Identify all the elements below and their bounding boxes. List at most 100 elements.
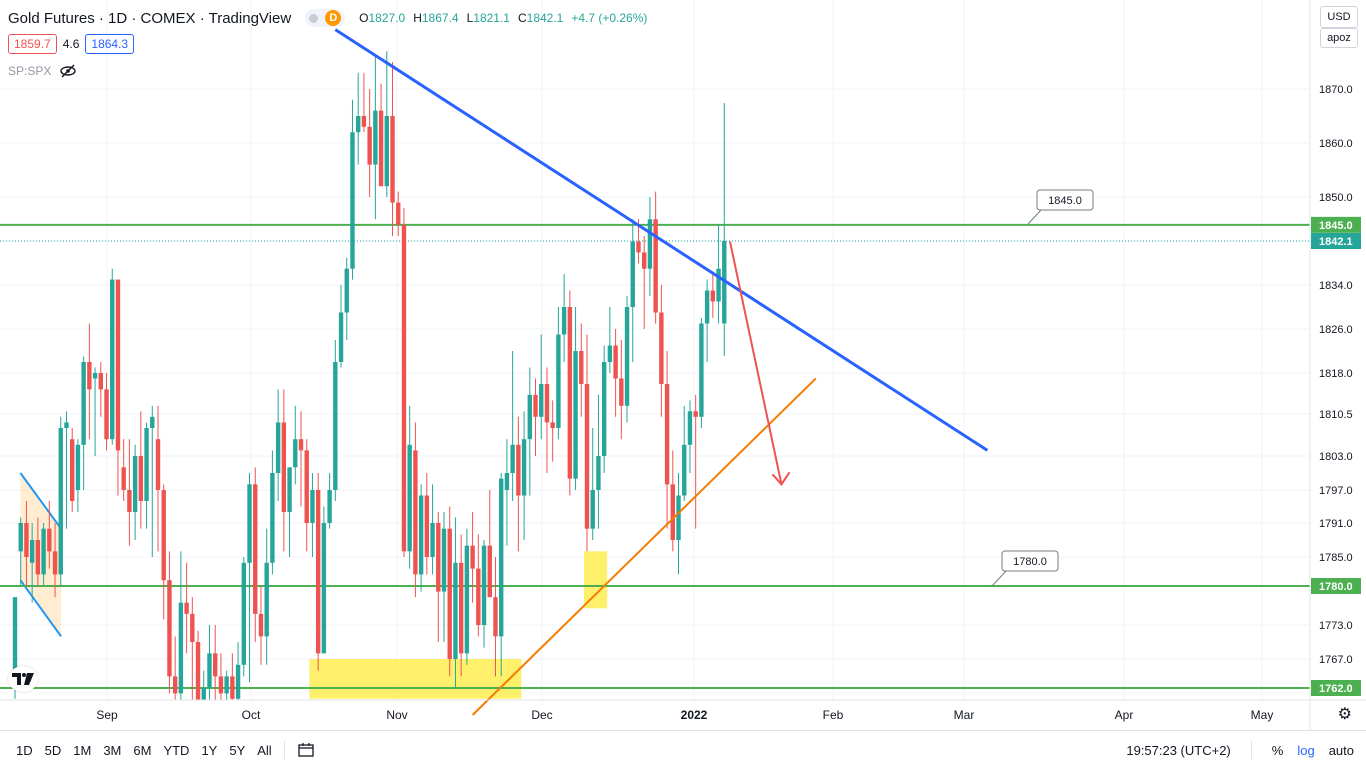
range-button-6m[interactable]: 6M	[133, 742, 152, 758]
candle-body	[590, 490, 595, 529]
candle-body	[458, 562, 464, 654]
candle-body	[184, 602, 189, 614]
market-status: D	[305, 9, 346, 27]
price-tick-label: 1791.0	[1319, 518, 1353, 530]
candle-body	[18, 523, 23, 552]
candle-body	[636, 241, 641, 253]
log-toggle[interactable]: log	[1297, 742, 1315, 758]
candle-body	[104, 389, 109, 440]
sell-button[interactable]: 1859.7	[8, 34, 57, 54]
trendline-support	[471, 377, 817, 716]
price-axis[interactable]	[1311, 0, 1366, 700]
chart-settings-gear-icon[interactable]: ⚙	[1337, 706, 1352, 723]
symbol-title[interactable]: Gold Futures · 1D · COMEX · TradingView	[8, 9, 292, 27]
bottom-toolbar: 1D 5D 1M 3M 6M YTD 1Y 5Y All 19:57:23 (UTC+2) % …	[0, 730, 1366, 769]
candle-body	[619, 378, 624, 406]
price-tick-label: 1834.0	[1319, 280, 1353, 292]
tradingview-logo[interactable]	[8, 666, 38, 692]
candle-body	[396, 202, 401, 225]
price-label-text: 1845.0	[1319, 220, 1353, 232]
candle-body	[630, 241, 635, 307]
candle-body	[476, 568, 481, 625]
range-button-1m[interactable]: 1M	[73, 742, 92, 758]
candle-body	[704, 290, 710, 324]
compare-symbol-label[interactable]: SP:SPX	[8, 64, 52, 78]
time-tick-label: Apr	[1115, 708, 1134, 722]
eye-hidden-icon[interactable]	[59, 64, 77, 78]
plot-area	[0, 0, 1310, 700]
range-button-3m[interactable]: 3M	[103, 742, 122, 758]
candle-body	[70, 439, 75, 501]
candle-body	[533, 394, 538, 417]
range-button-1y[interactable]: 1Y	[201, 742, 218, 758]
flag-pattern-bottom-line	[19, 579, 62, 637]
range-button-5d[interactable]: 5D	[44, 742, 62, 758]
date-range-icon[interactable]	[297, 742, 315, 758]
candle-body	[687, 411, 693, 445]
spread-value: 4.6	[62, 37, 80, 51]
candle-body	[52, 551, 58, 575]
clock-time[interactable]: 19:57:23 (UTC+2)	[1126, 742, 1231, 758]
candle-body	[190, 613, 195, 642]
candle-body	[178, 602, 184, 694]
candle-body	[92, 373, 98, 379]
price-label-box	[1311, 578, 1361, 594]
candle-body	[401, 224, 407, 552]
candle-body	[253, 484, 258, 614]
range-button-1d[interactable]: 1D	[16, 742, 33, 758]
price-tick-label: 1773.0	[1319, 620, 1353, 632]
price-label-box	[1311, 233, 1361, 249]
price-chart[interactable]: 1845.0 1780.0 1870.0 1860.0 1850.0 1834.0 1826…	[0, 0, 1366, 730]
candle-body	[676, 495, 681, 540]
range-button-all[interactable]: All	[257, 742, 272, 758]
ohlc-open: O1827.0	[359, 11, 406, 25]
candle-body	[144, 428, 149, 501]
candle-body	[275, 422, 281, 473]
candle-body	[596, 456, 601, 490]
candle-body	[659, 312, 664, 384]
price-tick-label: 1785.0	[1319, 552, 1353, 564]
delayed-badge: D	[325, 10, 342, 26]
candle-body	[407, 444, 412, 552]
candle-body	[121, 467, 126, 490]
price-tick-label: 1767.0	[1319, 654, 1353, 666]
price-label-text: 1762.0	[1319, 683, 1353, 695]
candle-body	[579, 351, 584, 384]
candle-body	[258, 613, 264, 637]
candle-body	[653, 219, 658, 313]
candle-body	[29, 540, 35, 563]
percent-toggle[interactable]: %	[1271, 742, 1284, 758]
time-tick-label: Feb	[823, 708, 844, 722]
scale-mode-button[interactable]: apoz	[1320, 28, 1358, 48]
auto-toggle[interactable]: auto	[1328, 742, 1354, 758]
currency-button[interactable]: USD	[1320, 6, 1358, 28]
candle-body	[327, 490, 332, 523]
candle-body	[315, 490, 321, 654]
candle-body	[539, 383, 544, 417]
candle-body	[504, 473, 510, 490]
ohlc-high: H1867.4	[413, 11, 459, 25]
quote-panel: 1859.7 4.6 1864.3	[8, 34, 135, 54]
candle-body	[293, 439, 298, 468]
candle-body	[333, 362, 338, 490]
candle-body	[41, 528, 46, 575]
range-button-ytd[interactable]: YTD	[163, 742, 190, 758]
candle-body	[127, 490, 132, 512]
callout-box[interactable]	[1001, 550, 1059, 572]
price-tick-label: 1810.5	[1319, 409, 1353, 421]
price-label-text: 1780.0	[1319, 581, 1353, 593]
price-label-box	[1311, 216, 1361, 233]
candle-body	[47, 528, 52, 552]
range-button-5y[interactable]: 5Y	[229, 742, 246, 758]
candle-body	[367, 126, 372, 165]
candle-body	[150, 416, 155, 428]
candle-body	[716, 268, 721, 302]
candle-body	[384, 116, 389, 187]
buy-button[interactable]: 1864.3	[85, 34, 135, 54]
price-label-box	[1311, 680, 1361, 696]
candle-body	[521, 439, 527, 496]
callout-box[interactable]	[1036, 189, 1094, 211]
candle-body	[441, 528, 447, 592]
candle-body	[241, 562, 246, 665]
time-tick-label: Dec	[531, 708, 552, 722]
